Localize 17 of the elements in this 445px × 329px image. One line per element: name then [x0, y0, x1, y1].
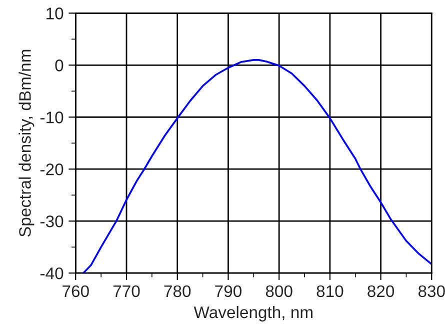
- x-tick-label: 830: [418, 285, 445, 298]
- y-tick-label: -10: [40, 112, 64, 124]
- x-tick-label: 780: [164, 285, 191, 298]
- x-tick-label: 810: [316, 285, 344, 298]
- line-series: [82, 59, 432, 274]
- y-tick-label: -20: [40, 164, 64, 176]
- x-tick-label: 770: [113, 285, 140, 298]
- x-tick-label: 760: [62, 285, 89, 298]
- x-tick-label: 800: [266, 285, 292, 298]
- x-tick-label: 790: [215, 285, 242, 298]
- y-axis-title: Spectral density, dBm/nm: [18, 50, 34, 237]
- y-tick-label: -40: [40, 267, 64, 280]
- y-tick-label: 0: [55, 60, 64, 72]
- x-tick-label: 820: [368, 285, 394, 298]
- y-tick-label: -30: [40, 215, 64, 228]
- y-tick-label: 10: [46, 8, 64, 20]
- x-axis-title: Wavelength, nm: [194, 306, 312, 322]
